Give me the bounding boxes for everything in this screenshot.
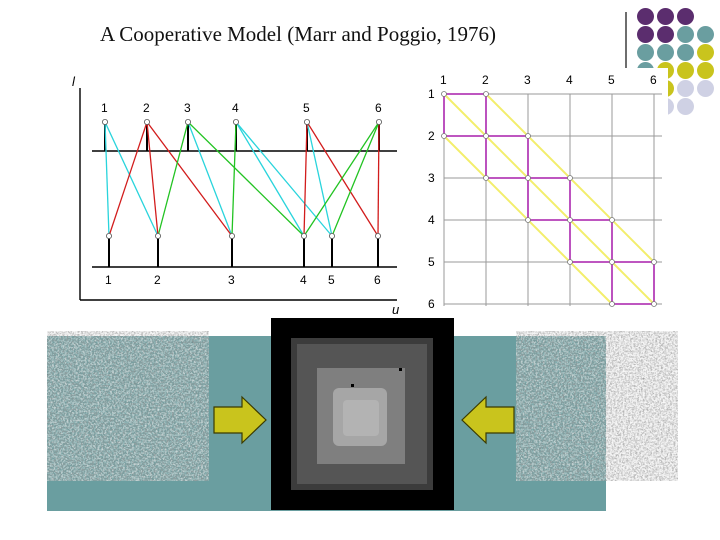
col-label: 4 — [566, 73, 573, 87]
disparity-map-image — [271, 318, 454, 510]
decor-dot — [677, 26, 694, 43]
row-label: 4 — [428, 213, 435, 227]
top-label: 3 — [184, 101, 191, 115]
decor-dot — [697, 26, 714, 43]
grid-bg — [424, 68, 668, 314]
bottom-spikes — [108, 236, 379, 267]
red-matches — [108, 121, 380, 237]
row-label: 3 — [428, 171, 435, 185]
bottom-label: 3 — [228, 273, 235, 287]
decor-dot — [677, 8, 694, 25]
decor-dot — [677, 80, 694, 97]
left-stereogram-image — [47, 331, 209, 481]
top-label: 5 — [303, 101, 310, 115]
decor-dot — [637, 26, 654, 43]
row-label: 2 — [428, 129, 435, 143]
col-label: 3 — [524, 73, 531, 87]
row-label: 6 — [428, 297, 435, 311]
right-arrow-icon — [213, 395, 267, 445]
col-label: 1 — [440, 73, 447, 87]
bottom-label: 2 — [154, 273, 161, 287]
right-stereogram-image — [516, 331, 678, 481]
col-label: 2 — [482, 73, 489, 87]
row-label: 5 — [428, 255, 435, 269]
matching-diagram: l u — [62, 68, 404, 318]
left-arrow-icon — [461, 395, 515, 445]
bottom-label: 4 — [300, 273, 307, 287]
decor-dot — [697, 80, 714, 97]
top-label: 1 — [101, 101, 108, 115]
disparity-grid-diagram: 1 2 3 4 5 6 1 2 3 4 5 6 — [424, 68, 668, 314]
magenta-path — [443, 93, 655, 305]
decor-dot — [637, 44, 654, 61]
grid-nodes — [441, 91, 657, 307]
decor-dot — [697, 62, 714, 79]
decor-dot — [637, 8, 654, 25]
decor-dot — [677, 62, 694, 79]
decor-dot — [657, 26, 674, 43]
bottom-label: 6 — [374, 273, 381, 287]
bottom-label: 5 — [328, 273, 335, 287]
top-label: 2 — [143, 101, 150, 115]
decor-dot — [677, 44, 694, 61]
y-axis-label: l — [72, 74, 76, 89]
col-label: 5 — [608, 73, 615, 87]
top-label: 4 — [232, 101, 239, 115]
bottom-label: 1 — [105, 273, 112, 287]
decor-dot — [677, 98, 694, 115]
green-matches — [157, 121, 380, 237]
decor-dot — [657, 44, 674, 61]
col-label: 6 — [650, 73, 657, 87]
decor-dot — [657, 8, 674, 25]
slide-title: A Cooperative Model (Marr and Poggio, 19… — [100, 22, 497, 46]
decor-divider — [625, 12, 627, 74]
decor-dot — [697, 44, 714, 61]
x-axis-label: u — [392, 302, 399, 317]
row-label: 1 — [428, 87, 435, 101]
top-label: 6 — [375, 101, 382, 115]
match-endpoints — [102, 119, 382, 239]
